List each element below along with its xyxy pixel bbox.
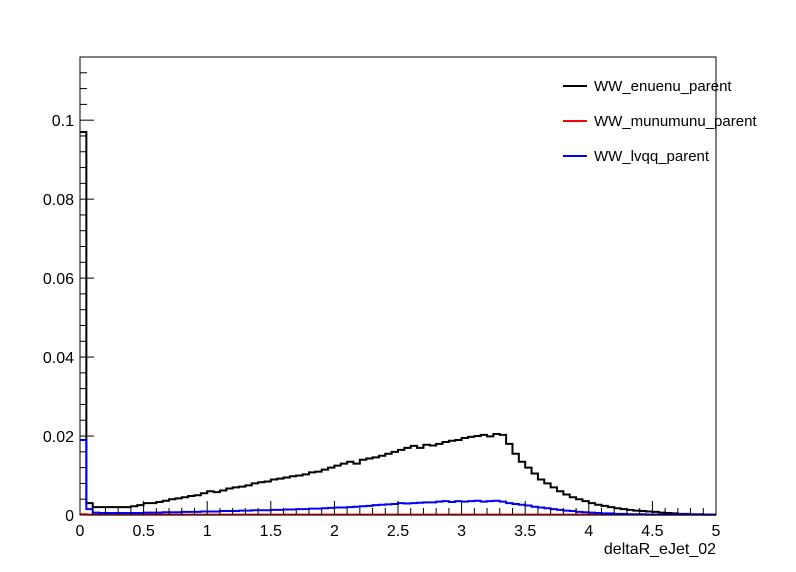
y-tick-label: 0.04 <box>43 350 74 367</box>
x-tick-label: 1 <box>203 523 212 540</box>
legend-label: WW_munumunu_parent <box>594 113 757 130</box>
y-tick-label: 0.1 <box>52 113 74 130</box>
x-tick-label: 0 <box>76 523 85 540</box>
x-axis: 0 0.5 1 1.5 2 2.5 3 3.5 4 4.5 5 <box>76 501 721 540</box>
y-axis: 0 0.02 0.04 0.06 0.08 0.1 <box>43 56 94 525</box>
x-tick-label: 2 <box>330 523 339 540</box>
x-tick-label: 1.5 <box>260 523 282 540</box>
x-tick-label: 3.5 <box>514 523 536 540</box>
x-axis-title: deltaR_eJet_02 <box>604 541 716 558</box>
legend: WW_enuenu_parent WW_munumunu_parent WW_lvq… <box>563 78 757 165</box>
legend-label: WW_enuenu_parent <box>594 78 732 95</box>
x-tick-label: 5 <box>712 523 721 540</box>
x-tick-label: 0.5 <box>132 523 154 540</box>
y-tick-label: 0.06 <box>43 271 74 288</box>
series-line-0 <box>80 131 716 516</box>
legend-label: WW_lvqq_parent <box>594 148 710 165</box>
x-tick-label: 3 <box>457 523 466 540</box>
x-tick-label: 4.5 <box>641 523 663 540</box>
x-tick-label: 2.5 <box>387 523 409 540</box>
series-line-2 <box>80 438 716 516</box>
y-tick-label: 0 <box>65 508 74 525</box>
y-tick-label: 0.02 <box>43 429 74 446</box>
y-tick-label: 0.08 <box>43 192 74 209</box>
x-tick-label: 4 <box>584 523 593 540</box>
